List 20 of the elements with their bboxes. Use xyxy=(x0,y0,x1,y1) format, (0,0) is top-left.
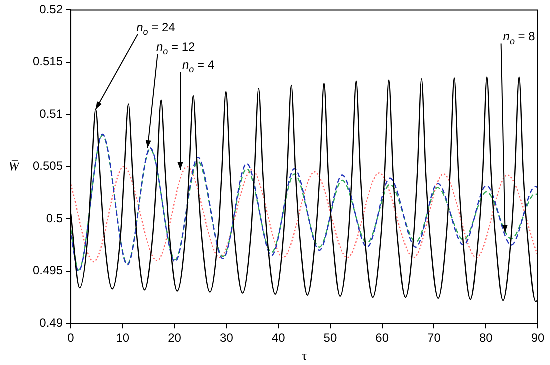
x-tick-label: 70 xyxy=(428,331,442,346)
x-tick-label: 0 xyxy=(68,331,75,346)
y-axis-title: W̅ xyxy=(8,158,21,174)
x-tick-label: 30 xyxy=(220,331,234,346)
x-tick-label: 90 xyxy=(531,331,545,346)
x-tick-label: 60 xyxy=(376,331,390,346)
x-tick-label: 10 xyxy=(116,331,130,346)
y-tick-label: 0.495 xyxy=(33,264,64,278)
x-tick-label: 80 xyxy=(479,331,494,346)
x-tick-label: 40 xyxy=(272,331,286,346)
x-axis-title: τ xyxy=(302,348,308,363)
y-tick-label: 0.52 xyxy=(40,2,64,17)
x-tick-label: 50 xyxy=(324,331,338,346)
x-tick-label: 20 xyxy=(168,331,182,346)
y-tick-label: 0.505 xyxy=(33,159,64,174)
y-tick-label: 0.515 xyxy=(33,54,64,69)
y-tick-label: 0.51 xyxy=(40,106,64,121)
y-tick-label: 0.5 xyxy=(46,211,64,226)
line-series xyxy=(71,166,538,263)
y-tick-label: 0.49 xyxy=(40,316,64,330)
